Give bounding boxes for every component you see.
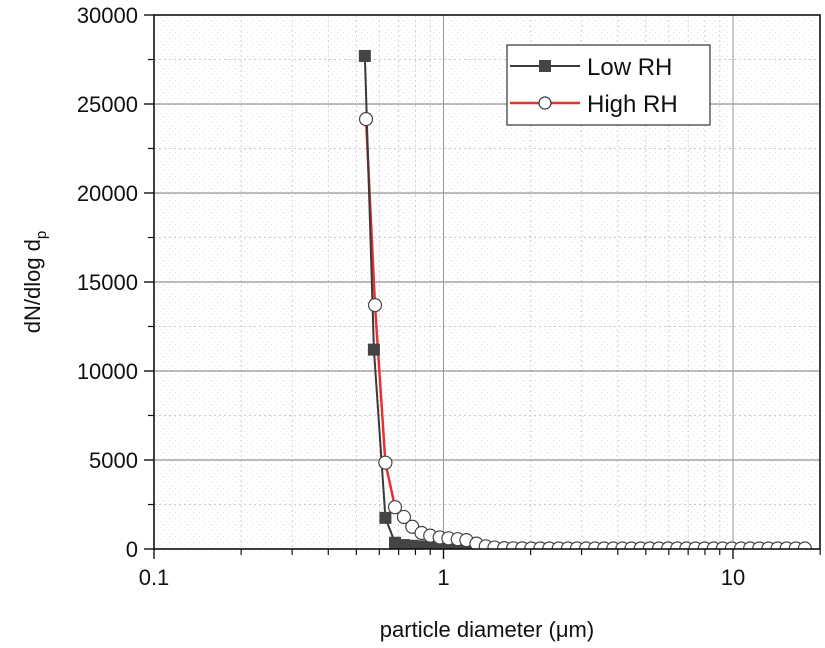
data-point	[433, 541, 446, 549]
data-point	[367, 298, 383, 313]
filled-square-marker-icon	[539, 60, 551, 72]
data-point	[415, 540, 428, 549]
data-point	[397, 539, 410, 549]
x-axis-title: particle diameter (μm)	[380, 617, 594, 642]
data-point	[396, 509, 412, 525]
legend-label-low-rh: Low RH	[587, 54, 672, 81]
y-tick-label: 15000	[77, 270, 138, 295]
y-tick-label: 5000	[89, 448, 138, 473]
y-tick-label: 0	[126, 537, 138, 562]
data-point	[406, 539, 419, 549]
legend-item-high-rh: High RH	[510, 91, 678, 118]
x-tick-label: 1	[437, 565, 449, 590]
data-point	[378, 455, 393, 470]
y-axis-title-subscript: p	[33, 231, 50, 239]
svg-text:dN/dlog dp: dN/dlog dp	[20, 231, 50, 334]
legend: Low RH High RH	[506, 44, 711, 126]
y-tick-label: 30000	[77, 3, 138, 28]
legend-label-high-rh: High RH	[587, 91, 678, 118]
open-circle-marker-icon	[538, 96, 552, 110]
y-axis-title-main: dN/dlog d	[20, 239, 45, 333]
data-point	[387, 500, 403, 515]
data-point	[379, 511, 392, 524]
data-point	[358, 112, 374, 127]
y-tick-label: 10000	[77, 359, 138, 384]
x-tick-label: 0.1	[139, 565, 170, 590]
y-tick-label: 25000	[77, 92, 138, 117]
legend-item-low-rh: Low RH	[510, 54, 672, 81]
data-point	[367, 343, 380, 356]
x-tick-label: 10	[721, 565, 745, 590]
y-axis: 0 5000 10000 15000 20000 25000 30000	[77, 3, 154, 562]
y-axis-title: dN/dlog dp	[20, 231, 50, 334]
data-point	[424, 540, 437, 549]
data-point	[358, 49, 371, 62]
x-axis: 0.1 1 10	[139, 549, 821, 590]
y-tick-label: 20000	[77, 181, 138, 206]
